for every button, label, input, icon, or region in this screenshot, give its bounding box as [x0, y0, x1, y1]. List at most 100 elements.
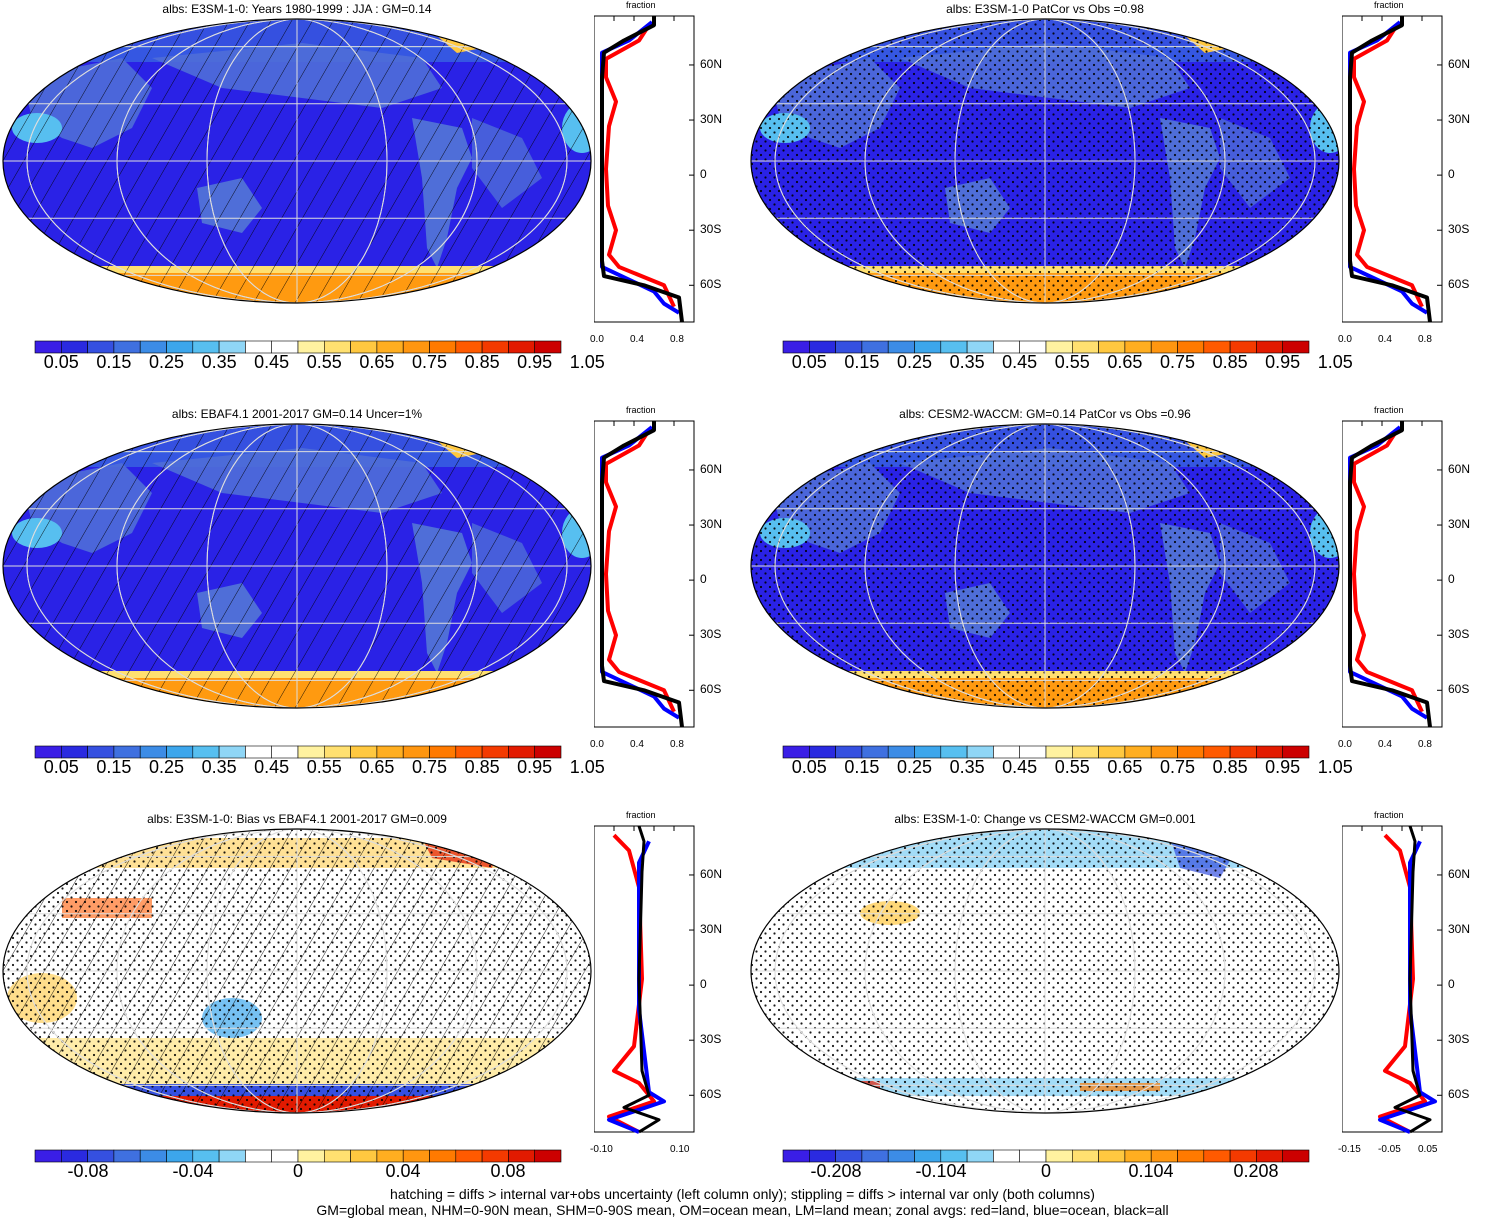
colorbar-tick-label: 0.04	[385, 1161, 421, 1181]
latitude-tick-label: 60S	[700, 682, 722, 697]
latitude-tick-label: 60S	[700, 277, 722, 292]
colorbar-tick-label: 0.25	[896, 757, 933, 777]
colorbar-tick-label: 0.95	[1265, 757, 1301, 777]
colorbar-tick-label: 0.85	[1212, 352, 1248, 372]
latitude-tick-label: 30S	[1448, 1032, 1470, 1047]
colorbar	[782, 340, 1310, 354]
colorbar-tick-label: 0.75	[411, 352, 448, 372]
latitude-tick-label: 30N	[1448, 922, 1471, 937]
panel-title: albs: CESM2-WACCM: GM=0.14 PatCor vs Obs…	[899, 407, 1191, 421]
zonal-x-tick-label: 0.0	[1338, 334, 1352, 345]
colorbar-tick-label: 0.35	[201, 757, 237, 777]
colorbar-tick-label: 0.104	[1128, 1161, 1174, 1181]
colorbar-tick-label: 0.25	[148, 352, 185, 372]
colorbar-tick-label: 1.05	[1317, 352, 1353, 372]
zonal-x-tick-label: 0.8	[1418, 334, 1432, 345]
latitude-tick-label: 60N	[700, 461, 723, 476]
latitude-tick-label: 30N	[700, 112, 723, 127]
map-panel-1: albs: E3SM-1-0: Years 1980-1999 : JJA : …	[0, 0, 737, 400]
latitude-tick-label: 30N	[700, 922, 723, 937]
colorbar-tick-label: 0.95	[517, 352, 553, 372]
colorbar	[34, 1149, 562, 1163]
latitude-tick-label: 60N	[1448, 56, 1471, 71]
colorbar-tick-label: 0.85	[1212, 757, 1248, 777]
colorbar-tick-label: 0.05	[43, 757, 79, 777]
colorbar-tick-label: 0.35	[949, 352, 985, 372]
zonal-x-tick-label: -0.10	[590, 1144, 613, 1155]
zonal-x-tick-label: 0.0	[1338, 739, 1352, 750]
colorbar-tick-label: 0.55	[1054, 757, 1090, 777]
colorbar-labels: -0.08 -0.04 0 0.04 0.08	[34, 1161, 562, 1183]
map-panel-2: albs: E3SM-1-0 PatCor vs Obs =0.98 0.05 0.…	[748, 0, 1485, 400]
colorbar-tick-label: 0.45	[254, 352, 290, 372]
colorbar-tick-label: 0.65	[359, 352, 395, 372]
map-panel-5: albs: E3SM-1-0: Bias vs EBAF4.1 2001-201…	[0, 810, 737, 1210]
latitude-tick-label: 30S	[700, 222, 722, 237]
colorbar-tick-label: 0.15	[844, 352, 880, 372]
colorbar-tick-label: 1.05	[569, 757, 605, 777]
colorbar-tick-label: -0.104	[915, 1161, 967, 1181]
colorbar-tick-label: 0.05	[791, 757, 827, 777]
latitude-tick-label: 0	[700, 977, 707, 992]
colorbar-tick-label: 0.15	[844, 757, 880, 777]
colorbar-tick-label: -0.04	[172, 1161, 214, 1181]
colorbar-tick-label: 0.95	[517, 757, 553, 777]
colorbar-tick-label: 0.208	[1233, 1161, 1279, 1181]
colorbar-tick-label: 0.15	[96, 352, 132, 372]
zonal-x-tick-label: 0.4	[1378, 334, 1392, 345]
latitude-tick-label: 0	[1448, 167, 1455, 182]
zonal-x-tick-label: -0.05	[1378, 1144, 1401, 1155]
panel-title: albs: E3SM-1-0: Bias vs EBAF4.1 2001-201…	[147, 812, 447, 826]
colorbar	[34, 745, 562, 759]
zonal-x-tick-label: 0.4	[630, 334, 644, 345]
latitude-tick-label: 30S	[700, 627, 722, 642]
latitude-tick-label: 60S	[1448, 277, 1470, 292]
panel-title: albs: E3SM-1-0: Years 1980-1999 : JJA : …	[162, 2, 432, 16]
latitude-tick-label: 60N	[1448, 461, 1471, 476]
latitude-tick-label: 60N	[700, 56, 723, 71]
latitude-tick-label: 60S	[700, 1087, 722, 1102]
colorbar-tick-label: 1.05	[569, 352, 605, 372]
zonal-xlabel: fraction	[626, 0, 656, 10]
colorbar-tick-label: 0.45	[254, 757, 290, 777]
map-panel-3: albs: EBAF4.1 2001-2017 GM=0.14 Uncer=1%…	[0, 405, 737, 805]
colorbar	[782, 745, 1310, 759]
zonal-mean-plot	[594, 825, 695, 1134]
zonal-xlabel: fraction	[626, 810, 656, 820]
colorbar	[34, 340, 562, 354]
robinson-map	[750, 828, 1340, 1114]
colorbar-tick-label: 0.35	[949, 757, 985, 777]
zonal-x-tick-label: 0.8	[670, 334, 684, 345]
map-panel-6: albs: E3SM-1-0: Change vs CESM2-WACCM GM…	[748, 810, 1485, 1210]
robinson-map	[750, 18, 1340, 304]
colorbar-tick-label: 0.25	[896, 352, 933, 372]
robinson-map	[2, 18, 592, 304]
zonal-x-tick-label: 0.05	[1418, 1144, 1438, 1155]
colorbar-labels: 0.05 0.15 0.25 0.35 0.45 0.55 0.65 0.75 0.85 0.95…	[34, 352, 605, 374]
colorbar-tick-label: -0.08	[67, 1161, 109, 1181]
zonal-x-tick-label: 0.0	[590, 334, 604, 345]
colorbar-tick-label: 0.08	[490, 1161, 526, 1181]
colorbar-labels: 0.05 0.15 0.25 0.35 0.45 0.55 0.65 0.75 0.85 0.95…	[34, 757, 605, 779]
latitude-tick-label: 30N	[1448, 517, 1471, 532]
colorbar-tick-label: 0.35	[201, 352, 237, 372]
colorbar-tick-label: 0.25	[148, 757, 185, 777]
zonal-x-tick-label: 0.8	[670, 739, 684, 750]
latitude-tick-label: 60N	[700, 866, 723, 881]
latitude-tick-label: 30S	[1448, 627, 1470, 642]
colorbar-tick-label: 0.75	[1159, 757, 1196, 777]
zonal-x-tick-label: -0.15	[1338, 1144, 1361, 1155]
panel-title: albs: EBAF4.1 2001-2017 GM=0.14 Uncer=1%	[171, 407, 423, 421]
colorbar-tick-label: 0.75	[411, 757, 448, 777]
robinson-map	[750, 423, 1340, 709]
zonal-x-tick-label: 0.10	[670, 1144, 690, 1155]
latitude-tick-label: 60S	[1448, 682, 1470, 697]
colorbar-tick-label: 0.95	[1265, 352, 1301, 372]
latitude-tick-label: 30N	[700, 517, 723, 532]
zonal-x-tick-label: 0.8	[1418, 739, 1432, 750]
colorbar-tick-label: 0.45	[1002, 352, 1038, 372]
latitude-tick-label: 30S	[1448, 222, 1470, 237]
zonal-xlabel: fraction	[1374, 0, 1404, 10]
latitude-tick-label: 0	[1448, 572, 1455, 587]
zonal-xlabel: fraction	[626, 405, 656, 415]
